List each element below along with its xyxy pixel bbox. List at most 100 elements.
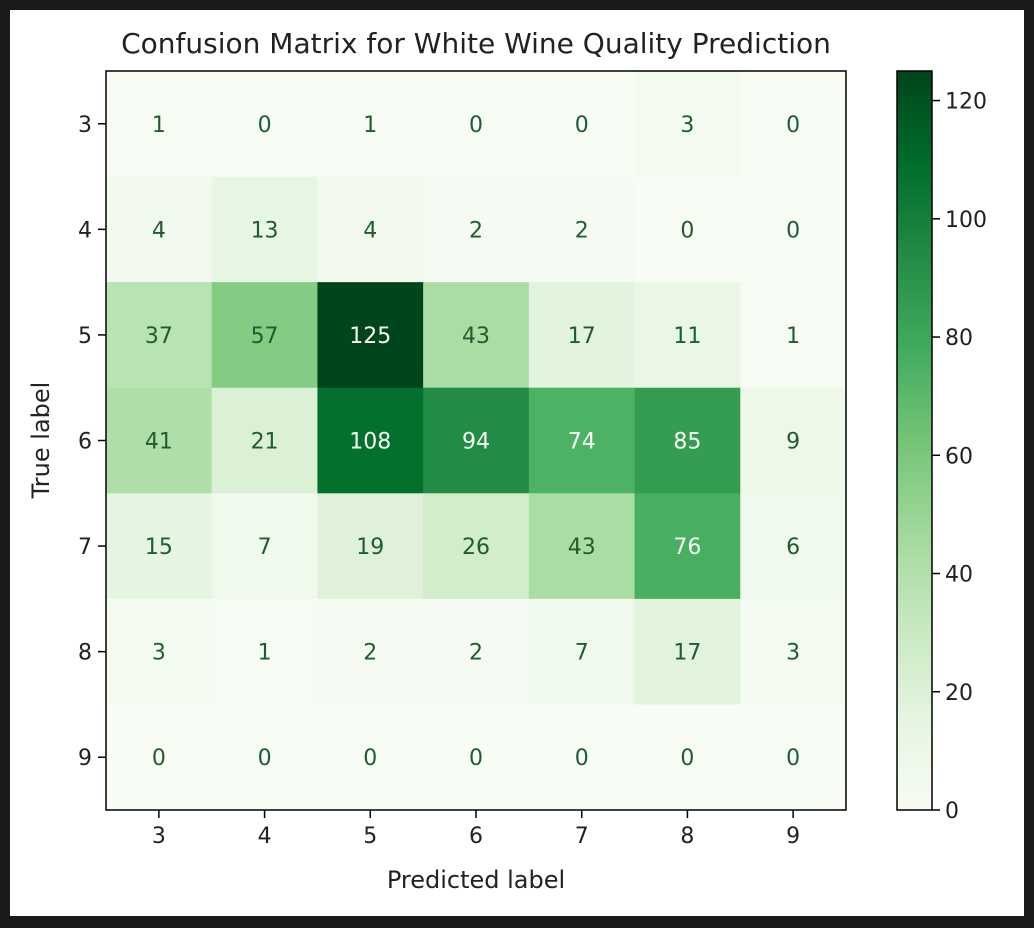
heatmap-cell [634, 387, 741, 494]
cell-value-label: 1 [152, 113, 166, 138]
cell-value-label: 37 [145, 324, 173, 349]
y-tick-label: 4 [78, 218, 92, 243]
cell-value-label: 1 [363, 113, 377, 138]
heatmap-cell [211, 282, 318, 389]
cell-value-label: 0 [680, 218, 694, 243]
cell-value-label: 4 [152, 218, 166, 243]
colorbar-tick-label: 120 [945, 90, 987, 115]
heatmap-cell [634, 71, 741, 178]
cell-value-label: 41 [145, 430, 173, 455]
y-axis-ticks: 3 4 5 6 7 8 9 [78, 113, 106, 771]
cell-value-label: 17 [568, 324, 596, 349]
cell-value-label: 13 [251, 218, 279, 243]
colorbar-tick-label: 100 [945, 208, 987, 233]
heatmap-cell [740, 704, 847, 811]
heatmap-cell [211, 493, 318, 600]
cell-value-label: 125 [349, 324, 391, 349]
cell-value-label: 0 [258, 113, 272, 138]
cell-value-label: 43 [462, 324, 490, 349]
chart-title: Confusion Matrix for White Wine Quality … [121, 27, 831, 60]
x-tick-label: 9 [786, 824, 800, 849]
heatmap-cell [106, 387, 213, 494]
cell-value-label: 3 [786, 641, 800, 666]
heatmap-cell [740, 493, 847, 600]
heatmap-cell [106, 282, 213, 389]
cell-value-label: 85 [673, 430, 701, 455]
cell-value-label: 15 [145, 535, 173, 560]
y-tick-label: 6 [78, 430, 92, 455]
heatmap-cell [423, 282, 530, 389]
heatmap-cell [317, 176, 424, 283]
cell-value-label: 1 [786, 324, 800, 349]
heatmap-cell [528, 176, 636, 283]
cell-value-label: 7 [258, 535, 272, 560]
heatmap-cell [423, 493, 530, 600]
colorbar-tick-label: 40 [945, 563, 973, 588]
colorbar [896, 70, 933, 811]
y-tick-label: 5 [78, 324, 92, 349]
heatmap-cell [106, 704, 213, 811]
x-tick-label: 3 [152, 824, 166, 849]
heatmap-cell [634, 176, 741, 283]
x-axis-ticks: 3 4 5 6 7 8 9 [152, 810, 800, 849]
heatmap-cell [740, 598, 847, 705]
heatmap-cell [106, 598, 213, 705]
cell-value-label: 0 [680, 746, 694, 771]
heatmap-cell [317, 493, 424, 600]
cell-value-label: 11 [673, 324, 701, 349]
cell-value-label: 94 [462, 430, 490, 455]
heatmap-cell [528, 282, 636, 389]
heatmap-cell [528, 71, 636, 178]
cell-value-label: 74 [568, 430, 596, 455]
cell-value-label: 57 [251, 324, 279, 349]
heatmap-cell [211, 71, 318, 178]
cell-value-label: 9 [786, 430, 800, 455]
heatmap-cell [423, 387, 530, 494]
colorbar-tick-label: 20 [945, 681, 973, 706]
heatmap-cell [528, 704, 636, 811]
heatmap-cell [740, 176, 847, 283]
cell-value-label: 7 [575, 641, 589, 666]
heatmap-cell [740, 71, 847, 178]
cell-value-label: 26 [462, 535, 490, 560]
heatmap-cell [317, 71, 424, 178]
cell-value-label: 4 [363, 218, 377, 243]
confusion-matrix-chart: Confusion Matrix for White Wine Quality … [27, 27, 987, 894]
cell-value-label: 3 [680, 113, 694, 138]
heatmap-cell [740, 282, 847, 389]
cell-value-label: 17 [673, 641, 701, 666]
cell-value-label: 0 [469, 746, 483, 771]
x-tick-label: 6 [469, 824, 483, 849]
heatmap-cell [423, 704, 530, 811]
heatmap-cell [528, 598, 636, 705]
cell-value-label: 2 [469, 218, 483, 243]
heatmap-cell [317, 704, 424, 811]
heatmap-cell [634, 598, 741, 705]
cell-value-label: 2 [575, 218, 589, 243]
cell-value-label: 0 [258, 746, 272, 771]
heatmap-cell [317, 282, 424, 389]
x-tick-label: 8 [680, 824, 694, 849]
figure: Confusion Matrix for White Wine Quality … [10, 10, 1024, 916]
y-tick-label: 3 [78, 113, 92, 138]
cell-value-label: 2 [469, 641, 483, 666]
heatmap-cell [317, 598, 424, 705]
cell-value-label: 108 [349, 430, 391, 455]
heatmap-cell [528, 387, 636, 494]
x-axis-label: Predicted label [387, 866, 565, 894]
heatmap-cell [423, 176, 530, 283]
y-tick-label: 9 [78, 746, 92, 771]
heatmap-cell [317, 387, 424, 494]
heatmap-cell [423, 598, 530, 705]
heatmap-cell [211, 704, 318, 811]
heatmap-cell [634, 282, 741, 389]
heatmap-cell [634, 493, 741, 600]
cell-value-label: 0 [786, 113, 800, 138]
colorbar-tick-label: 60 [945, 444, 973, 469]
x-tick-label: 7 [575, 824, 589, 849]
heatmap-cell [211, 598, 318, 705]
cell-value-label: 3 [152, 641, 166, 666]
cell-value-label: 0 [575, 746, 589, 771]
cell-value-label: 0 [152, 746, 166, 771]
x-tick-label: 4 [258, 824, 272, 849]
